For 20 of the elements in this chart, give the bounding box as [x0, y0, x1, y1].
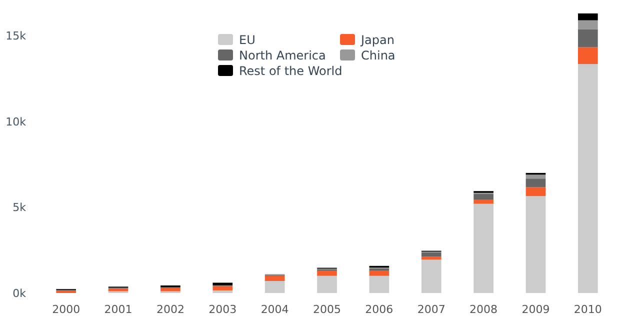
x-tick-label: 2005: [313, 303, 341, 316]
legend-label: Rest of the World: [239, 64, 342, 78]
x-tick-label: 2010: [574, 303, 602, 316]
legend-label: Japan: [360, 33, 394, 48]
x-tick-label: 2003: [208, 303, 237, 316]
x-tick-label: 2009: [522, 303, 550, 316]
legend-label: China: [361, 48, 396, 63]
x-tick-label: 2006: [365, 303, 394, 316]
x-tick-label: 2000: [52, 303, 80, 316]
legend-label: North America: [239, 48, 326, 63]
legend-label: EU: [239, 33, 256, 48]
x-tick-label: 2004: [260, 303, 289, 316]
x-tick-label: 2001: [104, 303, 132, 316]
y-tick-label: 0k: [12, 286, 27, 300]
y-tick-label: 10k: [6, 115, 27, 128]
x-tick-label: 2008: [470, 303, 498, 316]
x-tick-label: 2002: [156, 303, 184, 316]
y-tick-label: 15k: [6, 30, 27, 43]
x-tick-label: 2007: [417, 303, 446, 316]
y-tick-label: 5k: [12, 201, 27, 214]
